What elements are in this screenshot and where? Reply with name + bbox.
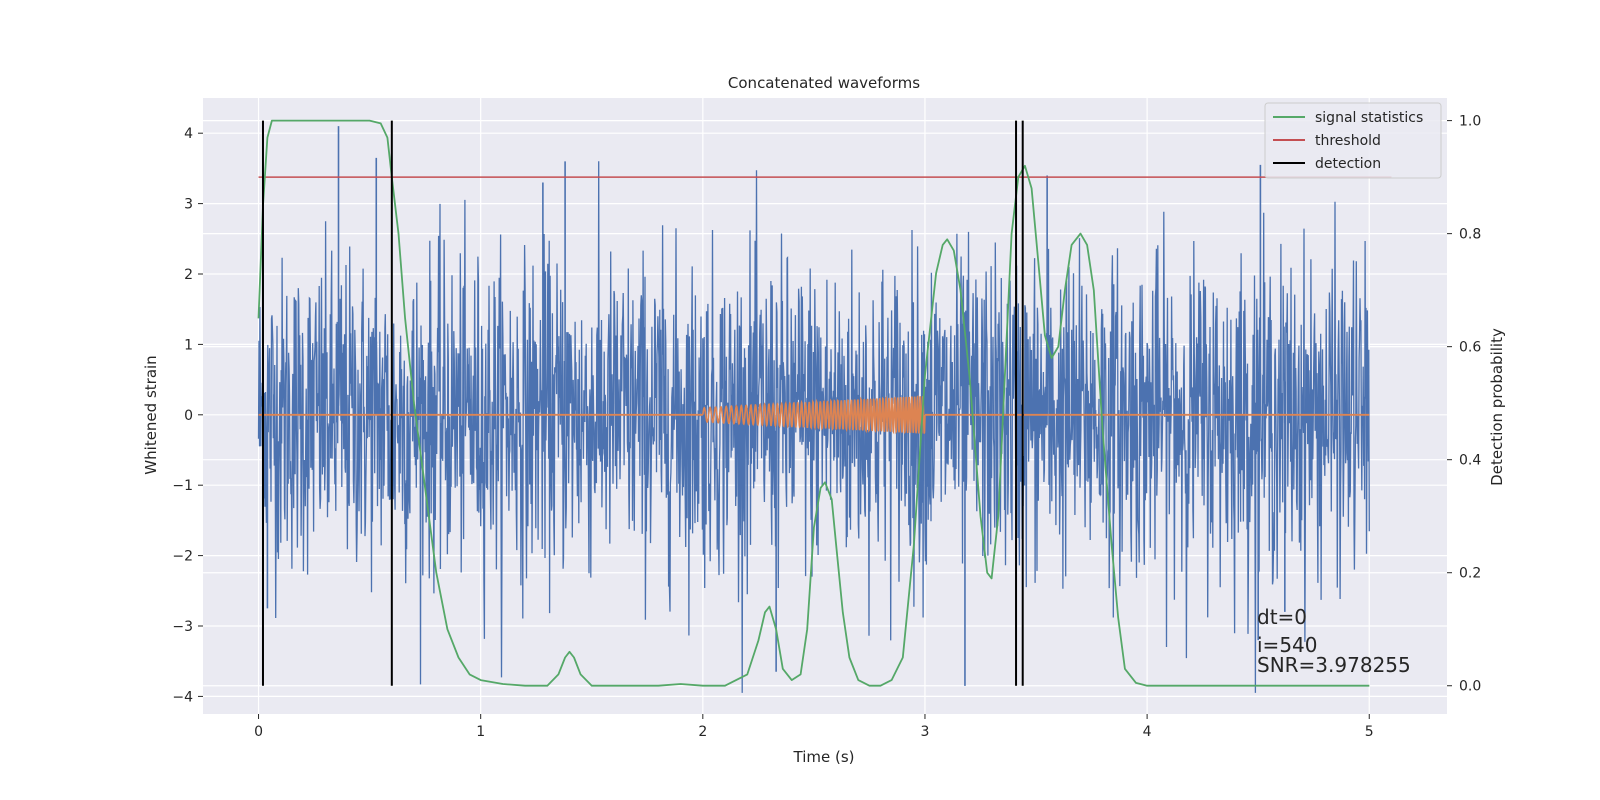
x-tick-label: 4 [1143, 724, 1152, 740]
detection-series [261, 120, 1024, 686]
signal-statistics-line [257, 119, 1370, 687]
y-axis-ticks: −4 −3 −2 −1 0 1 2 3 4 [172, 126, 203, 705]
annotation-text: SNR=3.978255 [1257, 653, 1411, 677]
x-axis-label: Time (s) [793, 748, 855, 766]
y-tick-label: 3 [184, 197, 193, 213]
x-tick-label: 5 [1365, 724, 1374, 740]
x-tick-label: 0 [254, 724, 263, 740]
right-axis-ticks: 0.0 0.2 0.4 0.6 0.8 1.0 [1447, 114, 1481, 695]
right-tick-label: 0.6 [1459, 340, 1481, 356]
x-tick-label: 2 [698, 724, 707, 740]
y-tick-label: −2 [172, 549, 193, 565]
right-tick-label: 0.4 [1459, 453, 1481, 469]
legend-box [1264, 102, 1442, 179]
y-tick-label: 0 [184, 408, 193, 424]
injection-chirp [702, 394, 926, 435]
y-tick-label: 1 [184, 337, 193, 353]
y-tick-label: 2 [184, 267, 193, 283]
annotation-text: i=540 [1257, 633, 1318, 657]
legend-label: signal statistics [1315, 110, 1423, 126]
injection-series [258, 394, 1370, 435]
right-tick-label: 0.2 [1459, 566, 1481, 582]
right-axis-label: Detection probability [1488, 328, 1506, 486]
plot-area [203, 98, 1447, 714]
y-tick-label: −4 [172, 689, 193, 705]
x-axis-ticks: 0 1 2 3 4 5 [254, 714, 1374, 740]
chart-title: Concatenated waveforms [728, 74, 920, 92]
signal-statistics-series [257, 119, 1370, 687]
y-axis-label: Whitened strain [142, 355, 160, 474]
x-tick-label: 3 [921, 724, 930, 740]
x-tick-label: 1 [476, 724, 485, 740]
y-tick-label: 4 [184, 126, 193, 142]
legend: signal statistics threshold detection [1264, 102, 1442, 179]
right-tick-label: 0.8 [1459, 227, 1481, 243]
strain-series [257, 126, 1370, 693]
strain-line [257, 161, 1370, 693]
y-tick-label: −1 [172, 478, 193, 494]
legend-label: detection [1315, 156, 1381, 172]
y-tick-label: −3 [172, 619, 193, 635]
right-tick-label: 1.0 [1459, 114, 1481, 130]
legend-label: threshold [1315, 133, 1381, 149]
annotation-text: dt=0 [1257, 605, 1307, 629]
right-tick-label: 0.0 [1459, 679, 1481, 695]
